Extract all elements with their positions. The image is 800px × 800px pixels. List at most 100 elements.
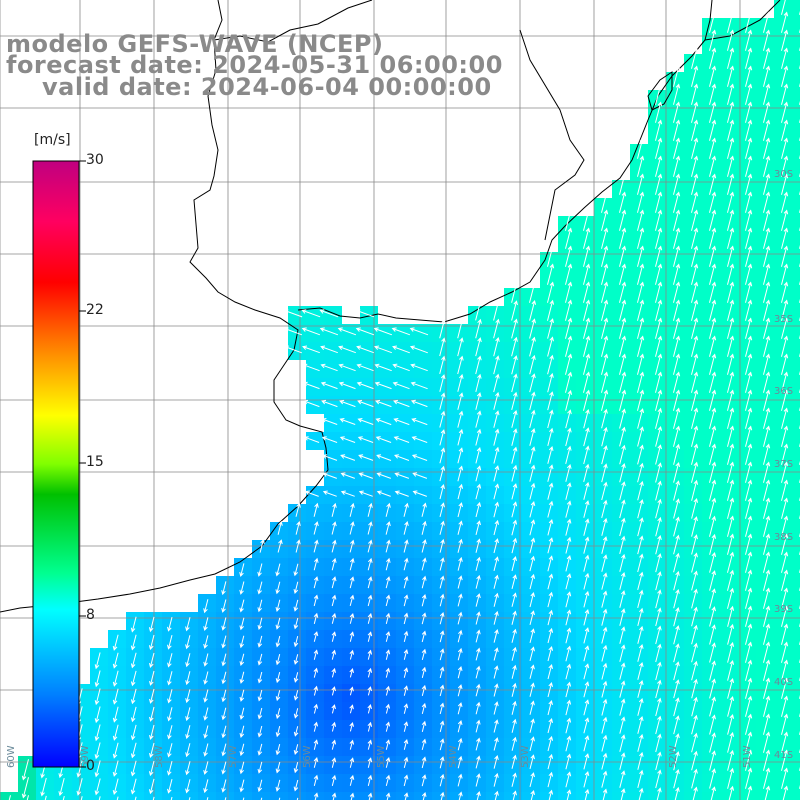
wind-arrow (331, 576, 337, 589)
wind-arrow (745, 605, 753, 627)
wind-arrow (493, 446, 500, 464)
wind-arrow (367, 774, 373, 787)
wind-arrow (439, 502, 445, 518)
colorbar (32, 160, 80, 768)
wind-arrow (293, 690, 299, 701)
coastline (0, 0, 781, 613)
wind-arrow (130, 688, 137, 705)
wind-arrow (565, 753, 572, 770)
wind-arrow (547, 609, 554, 626)
wind-arrow (781, 695, 789, 717)
wind-arrow (76, 778, 83, 796)
speed-cell (792, 432, 800, 450)
wind-arrow (44, 795, 47, 800)
speed-cell (792, 504, 800, 522)
speed-cell (450, 792, 468, 800)
wind-arrow (511, 628, 517, 643)
wind-arrow (583, 663, 590, 680)
wind-arrow (529, 610, 535, 626)
wind-arrow (130, 724, 137, 741)
wind-arrow (673, 606, 680, 627)
wind-arrow (583, 463, 590, 483)
wind-arrow (727, 695, 735, 717)
wind-arrow (529, 391, 536, 411)
wind-arrow (763, 623, 771, 645)
wind-arrow (601, 554, 608, 572)
wind-arrow (349, 739, 355, 750)
colorbar-tick-label: 0 (86, 758, 95, 774)
wind-arrow (313, 739, 319, 750)
wind-arrow (511, 483, 518, 500)
wind-arrow (293, 672, 299, 683)
wind-arrow (511, 355, 518, 375)
wind-arrow (781, 641, 789, 663)
wind-arrow (403, 594, 409, 607)
wind-arrow (547, 646, 554, 662)
wind-arrow (203, 617, 209, 632)
wind-arrow (745, 101, 753, 123)
wind-arrow (275, 617, 281, 630)
wind-arrow (745, 641, 753, 663)
wind-arrow (583, 699, 590, 716)
wind-arrow (745, 371, 753, 393)
speed-cell (738, 792, 756, 800)
wind-arrow (583, 500, 590, 518)
wind-arrow (357, 436, 374, 443)
wind-arrow (457, 755, 463, 769)
wind-arrow (313, 703, 319, 714)
wind-arrow (601, 536, 608, 554)
wind-arrow (601, 335, 609, 357)
wind-arrow (655, 155, 663, 177)
wind-arrow (439, 319, 446, 339)
wind-arrow (349, 539, 355, 553)
wind-arrow (763, 317, 771, 339)
wind-arrow (301, 327, 321, 336)
wind-arrow (745, 245, 753, 267)
wind-arrow (565, 591, 572, 608)
wind-arrow (745, 119, 753, 141)
wind-arrow (619, 408, 626, 429)
speed-cell (558, 792, 576, 800)
wind-arrow (547, 372, 554, 393)
wind-arrow (301, 309, 321, 318)
wind-arrow (356, 363, 374, 372)
wind-arrow (763, 245, 771, 267)
wind-arrow (239, 653, 245, 667)
wind-arrow (583, 717, 590, 734)
wind-arrow (385, 649, 391, 660)
wind-arrow (331, 721, 337, 732)
wind-arrow (763, 443, 771, 465)
wind-arrow (727, 281, 735, 303)
wind-arrow (457, 575, 463, 589)
wind-arrow (475, 629, 481, 643)
wind-arrow (601, 227, 609, 249)
wind-arrow (691, 696, 698, 717)
wind-arrow (619, 571, 626, 590)
wind-arrow (529, 537, 536, 554)
wind-arrow (421, 557, 427, 571)
wind-arrow (313, 594, 319, 607)
wind-arrow (583, 408, 590, 429)
wind-arrow (619, 281, 627, 303)
wind-arrow (475, 300, 482, 321)
speed-cell (792, 252, 800, 270)
speed-cell (792, 738, 800, 756)
wind-arrow (511, 592, 517, 607)
wind-arrow (367, 612, 373, 624)
wind-arrow (421, 756, 427, 769)
wind-arrow (547, 555, 554, 572)
wind-arrow (439, 392, 446, 410)
wind-arrow (403, 539, 409, 553)
wind-arrow (565, 209, 573, 231)
wind-arrow (763, 155, 771, 177)
wind-arrow (547, 735, 554, 752)
wind-arrow (385, 792, 391, 800)
wind-arrow (583, 353, 591, 375)
wind-arrow (167, 634, 173, 650)
wind-arrow (493, 556, 499, 572)
speed-cell (792, 0, 800, 18)
wind-arrow (691, 479, 699, 501)
wind-arrow (493, 737, 499, 751)
wind-arrow (745, 65, 753, 87)
wind-arrow (112, 688, 119, 705)
